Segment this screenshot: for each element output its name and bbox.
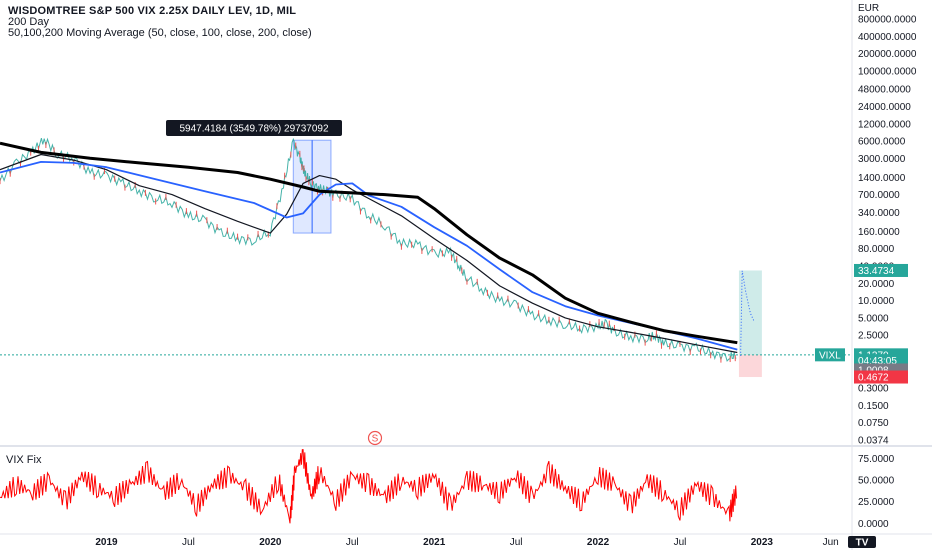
price-tick-label: 400000.0000 bbox=[858, 32, 917, 43]
price-tick-label: 0.1500 bbox=[858, 401, 889, 412]
price-tick-label: 160.0000 bbox=[858, 227, 900, 238]
symbol-tag bbox=[815, 348, 845, 362]
time-tick-label: 2019 bbox=[95, 537, 118, 548]
price-tick-label: 100000.0000 bbox=[858, 66, 917, 77]
symbol-tag-label: VIXL bbox=[819, 350, 841, 361]
time-tick-label: Jul bbox=[346, 537, 359, 548]
loss-zone bbox=[738, 354, 762, 378]
time-tick-label: 2023 bbox=[751, 537, 774, 548]
time-tick-label: 2022 bbox=[587, 537, 610, 548]
price-tick-label: 2.5000 bbox=[858, 331, 889, 342]
time-tick-label: 2020 bbox=[259, 537, 282, 548]
osc-tick-label: 0.0000 bbox=[858, 519, 889, 530]
price-tick-label: 5.0000 bbox=[858, 313, 889, 324]
price-badge-label: 33.4734 bbox=[858, 266, 895, 277]
events-badge-icon bbox=[367, 430, 383, 446]
tv-logo-label: TV bbox=[856, 538, 869, 549]
tv-logo-icon bbox=[848, 536, 876, 548]
moving-average-ma200 bbox=[0, 141, 738, 345]
measure-label-box bbox=[166, 120, 342, 136]
price-badge bbox=[854, 370, 908, 384]
price-tick-label: 800000.0000 bbox=[858, 15, 917, 26]
price-tick-label: 6000.0000 bbox=[858, 137, 906, 148]
measure-label: 5947.4184 (3549.78%) 29737092 bbox=[179, 124, 328, 135]
price-badge-label: 04:43:05 bbox=[858, 356, 897, 367]
time-tick-label: Jun bbox=[823, 537, 839, 548]
price-tick-label: 0.0750 bbox=[858, 418, 889, 429]
indicator-legend-ma: 50,100,200 Moving Average (50, close, 10… bbox=[8, 27, 312, 39]
osc-tick-label: 50.0000 bbox=[858, 475, 895, 486]
price-tick-label: 20.0000 bbox=[858, 279, 895, 290]
chart-title: WISDOMTREE S&P 500 VIX 2.25X DAILY LEV, … bbox=[8, 5, 297, 17]
price-tick-label: 10.0000 bbox=[858, 296, 895, 307]
price-tick-label: 3000.0000 bbox=[858, 154, 906, 165]
price-tick-label: 200000.0000 bbox=[858, 49, 917, 60]
price-tick-label: 24000.0000 bbox=[858, 102, 911, 113]
price-tick-label: 340.0000 bbox=[858, 208, 900, 219]
time-tick-label: Jul bbox=[510, 537, 523, 548]
price-tick-label: 700.0000 bbox=[858, 190, 900, 201]
oscillator-title: VIX Fix bbox=[6, 454, 42, 466]
price-tick-label: 0.3000 bbox=[858, 384, 889, 395]
price-badge bbox=[854, 263, 908, 277]
vix-fix-line bbox=[0, 449, 737, 524]
time-tick-label: Jul bbox=[182, 537, 195, 548]
currency-label: EUR bbox=[858, 3, 879, 14]
price-tick-label: 1400.0000 bbox=[858, 173, 906, 184]
moving-average-ma100 bbox=[0, 160, 738, 351]
osc-tick-label: 75.0000 bbox=[858, 454, 895, 465]
time-tick-label: Jul bbox=[674, 537, 687, 548]
indicator-legend-200day: 200 Day bbox=[8, 16, 49, 28]
post-spike-series bbox=[740, 270, 755, 356]
price-badge-label: 0.4672 bbox=[858, 373, 889, 384]
price-tick-label: 0.0374 bbox=[858, 436, 889, 447]
events-badge-label: S bbox=[372, 434, 379, 445]
time-tick-label: 2021 bbox=[423, 537, 446, 548]
price-tick-label: 12000.0000 bbox=[858, 119, 911, 130]
osc-tick-label: 25.0000 bbox=[858, 497, 895, 508]
price-tick-label: 48000.0000 bbox=[858, 85, 911, 96]
profit-zone bbox=[738, 270, 762, 355]
price-tick-label: 80.0000 bbox=[858, 244, 895, 255]
